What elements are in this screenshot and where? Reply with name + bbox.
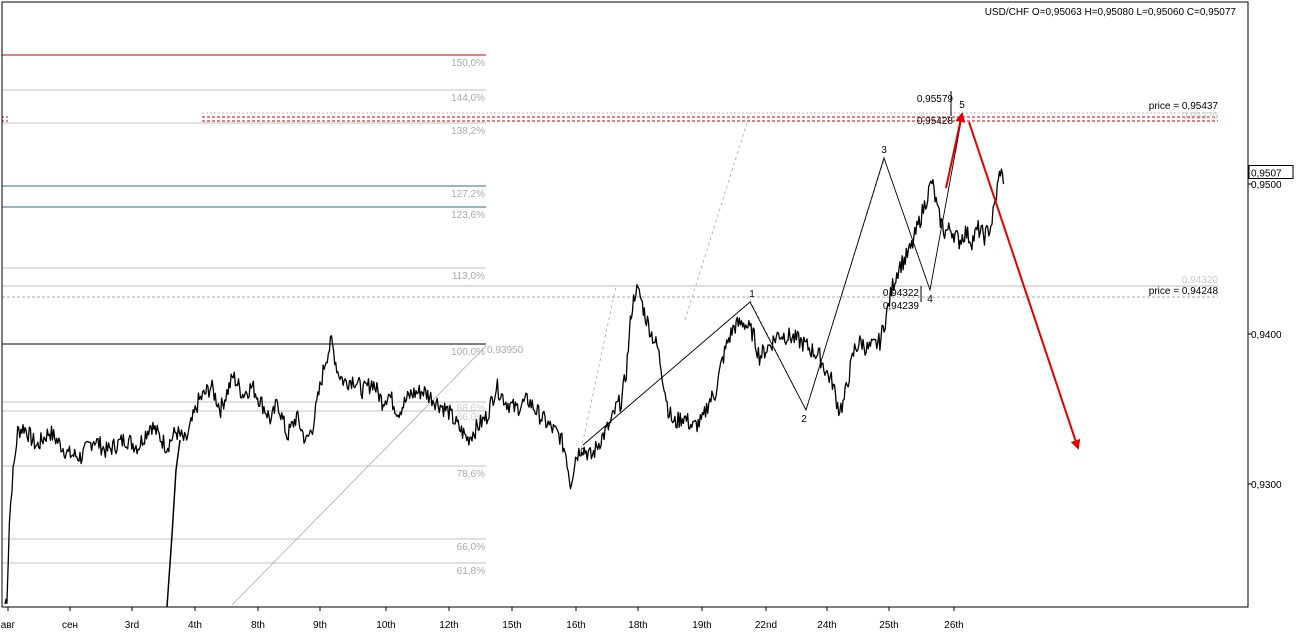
current-price-box xyxy=(1248,165,1294,179)
price-line xyxy=(4,168,1005,605)
price-spike xyxy=(166,534,173,608)
x-tick-label: 3rd xyxy=(125,620,139,631)
x-tick-label: 22nd xyxy=(755,620,777,631)
plot-border xyxy=(1,1,1249,608)
forecast-arrows xyxy=(945,112,1081,450)
price-spike xyxy=(171,469,177,536)
x-tick-label: 24th xyxy=(817,620,836,631)
fib-guide-line xyxy=(231,345,487,606)
x-tick-label: 16th xyxy=(566,620,585,631)
wave-label-4: 4 xyxy=(927,294,933,305)
y-tick-label: 0,9400 xyxy=(1251,330,1282,341)
price-line-label: price = 0,94248 xyxy=(1149,286,1219,297)
forecast-arrow-down xyxy=(968,121,1081,450)
fib-label: 127,2% xyxy=(451,189,485,200)
y-tick-label: 0,9300 xyxy=(1251,480,1282,491)
x-tick-label: 10th xyxy=(376,620,395,631)
x-tick-label: 8th xyxy=(251,620,265,631)
fib-label: 138,2% xyxy=(451,126,485,137)
fibonacci-levels: 150,0% 144,0% 138,2% 127,2% 123,6% 113,0% 100,… xyxy=(2,54,524,577)
fib-label: 123,6% xyxy=(451,210,485,221)
projection-line xyxy=(684,112,751,321)
wave-label-3: 3 xyxy=(881,145,887,156)
price-annotation: 0,95579 xyxy=(917,94,954,105)
projection-line xyxy=(579,285,617,456)
fib-label: 113,0% xyxy=(452,271,485,282)
price-line-faint-label: 0,94320 xyxy=(1182,275,1219,286)
price-line-label: price = 0,95437 xyxy=(1149,101,1219,112)
x-tick-label: 9th xyxy=(313,620,327,631)
price-annotations: 0,95579 0,95428 0,94322 0,94239 xyxy=(883,91,954,312)
wave-line xyxy=(582,115,963,446)
fib-label: 100,0% xyxy=(451,347,485,358)
forecast-arrow-up xyxy=(945,112,966,189)
x-tick-label: авг xyxy=(1,620,16,631)
price-annotation: 0,95428 xyxy=(917,116,954,127)
price-line-faint-label: 0,95370 xyxy=(1182,111,1219,122)
price-spike xyxy=(175,439,181,471)
x-tick-label: 19th xyxy=(692,620,711,631)
fib-label: 88,6% xyxy=(457,403,485,414)
x-tick-label: 26th xyxy=(944,620,963,631)
x-tick-label: 12th xyxy=(439,620,458,631)
wave-label-2: 2 xyxy=(801,414,807,425)
x-tick-label: 15th xyxy=(502,620,521,631)
fib-label: 144,0% xyxy=(451,93,485,104)
x-tick-label: 18th xyxy=(628,620,647,631)
current-price-label: 0,9507 xyxy=(1251,169,1282,180)
x-tick-label: 4th xyxy=(188,620,202,631)
y-tick-label: 0,9500 xyxy=(1251,180,1282,191)
wave-markup: 0 1 2 3 4 5 xyxy=(580,100,965,458)
fib-label: 86,0% xyxy=(457,412,485,423)
fib-label: 61,8% xyxy=(457,566,485,577)
x-tick-label: 25th xyxy=(879,620,898,631)
price-annotation: 0,94239 xyxy=(883,301,920,312)
wave-label-0: 0 xyxy=(580,447,586,458)
wave-label-1: 1 xyxy=(749,289,755,300)
price-series xyxy=(4,168,1005,608)
x-tick-label: сен xyxy=(62,620,78,631)
fib-label: 150,0% xyxy=(451,58,485,69)
wave-label-5: 5 xyxy=(959,100,965,111)
ohlc-header: USD/CHF O=0,95063 H=0,95080 L=0,95060 C=… xyxy=(985,7,1237,18)
fib-price-label: 0,93950 xyxy=(487,345,524,356)
price-annotation: 0,94322 xyxy=(883,288,920,299)
fib-label: 78,6% xyxy=(457,469,485,480)
fib-label: 66,0% xyxy=(457,542,485,553)
